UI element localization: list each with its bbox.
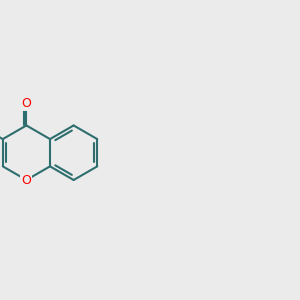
Text: O: O	[22, 173, 31, 187]
Text: O: O	[22, 97, 31, 110]
